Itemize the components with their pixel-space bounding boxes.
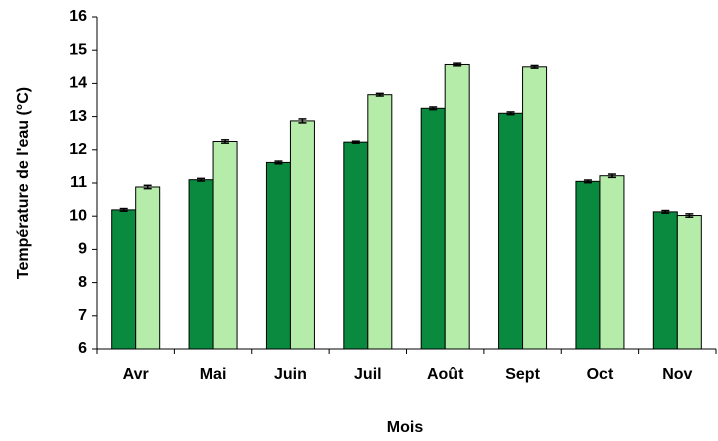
error-bar <box>375 92 384 97</box>
x-tick-label: Nov <box>662 366 692 383</box>
x-tick-label: Août <box>427 366 464 383</box>
bar <box>111 209 137 350</box>
x-tick-label: Sept <box>505 366 540 383</box>
y-tick-label: 10 <box>69 207 87 224</box>
error-bar <box>607 173 616 179</box>
x-tick-label: Juil <box>354 366 382 383</box>
y-tick-label: 7 <box>78 307 87 324</box>
error-bar <box>143 184 152 190</box>
error-bar <box>298 118 307 124</box>
y-tick-label: 12 <box>69 141 87 158</box>
bar <box>599 175 625 350</box>
y-tick-label: 6 <box>78 340 87 357</box>
y-tick-label: 14 <box>69 75 87 92</box>
bar <box>135 186 161 350</box>
x-tick-label: Oct <box>587 366 614 383</box>
bar <box>444 63 470 350</box>
bar <box>498 112 524 350</box>
error-bar <box>583 179 592 184</box>
error-bar <box>530 64 539 69</box>
y-tick-label: 9 <box>78 241 87 258</box>
y-tick-label: 8 <box>78 274 87 291</box>
bar <box>652 211 678 350</box>
y-tick-label: 15 <box>69 41 87 58</box>
x-tick-label: Avr <box>123 366 149 383</box>
y-tick-label: 16 <box>69 8 87 25</box>
bar <box>212 141 238 350</box>
bar <box>188 179 214 350</box>
bar <box>420 107 446 350</box>
x-tick-label: Mai <box>200 366 227 383</box>
y-axis-label: Température de l'eau (°C) <box>15 87 32 279</box>
error-bar <box>506 111 515 116</box>
bar <box>367 94 393 350</box>
error-bar <box>453 62 462 67</box>
error-bar <box>274 160 283 165</box>
x-axis-label: Mois <box>387 419 424 436</box>
error-bar <box>351 140 360 144</box>
y-tick-label: 13 <box>69 108 87 125</box>
bar <box>575 180 601 350</box>
bar <box>343 141 369 350</box>
error-bar <box>661 209 670 214</box>
bar <box>522 66 548 350</box>
x-tick-label: Juin <box>274 366 307 383</box>
bar <box>289 120 315 350</box>
y-tick-label: 11 <box>70 174 87 191</box>
error-bar <box>221 139 230 144</box>
error-bar <box>685 213 694 218</box>
error-bar <box>429 106 438 111</box>
error-bar <box>119 207 128 212</box>
error-bar <box>197 177 206 182</box>
bar <box>676 215 702 350</box>
bar <box>265 161 291 350</box>
